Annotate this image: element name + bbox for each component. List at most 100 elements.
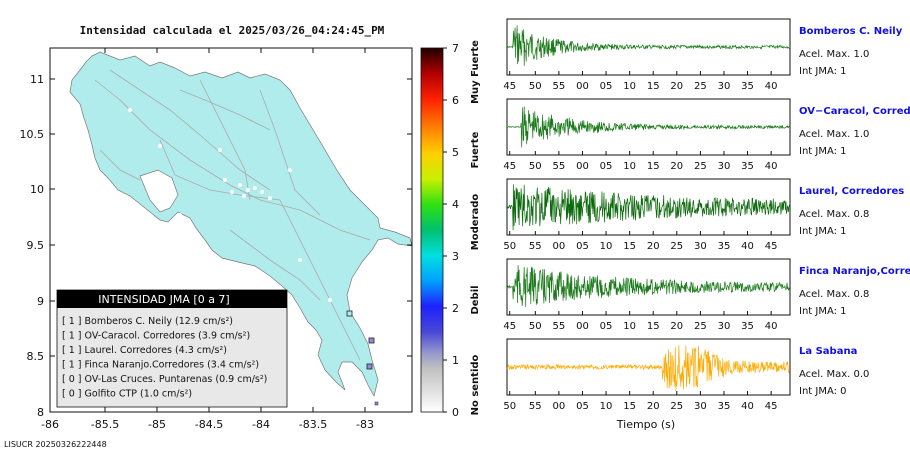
time-tick-label: 55 (553, 161, 566, 172)
colorbar-tick-label: 4 (452, 198, 459, 211)
time-tick-label: 55 (553, 321, 566, 332)
time-tick-label: 45 (765, 241, 778, 252)
time-tick-label: 00 (576, 161, 589, 172)
legend-title: INTENSIDAD JMA [0 a 7] (98, 293, 229, 306)
station-name: La Sabana (799, 346, 857, 357)
legend-item: [ 1 ] OV-Caracol. Corredores (3.9 cm/s²) (62, 331, 250, 342)
time-tick-label: 45 (503, 81, 516, 92)
acel-max-label: Acel. Max. 0.8 (799, 289, 869, 300)
lon-tick-label: -85 (148, 418, 166, 431)
time-tick-label: 00 (553, 241, 566, 252)
colorbar-label: Debil (470, 285, 481, 314)
time-tick-label: 30 (718, 81, 731, 92)
time-tick-label: 35 (741, 81, 754, 92)
time-tick-label: 40 (741, 401, 754, 412)
colorbar-label: Fuerte (470, 131, 481, 168)
time-tick-label: 05 (576, 241, 589, 252)
time-tick-label: 10 (623, 81, 636, 92)
int-jma-label: Int JMA: 1 (799, 146, 847, 157)
time-tick-label: 25 (694, 161, 707, 172)
time-tick-label: 15 (623, 401, 636, 412)
footer-id: LISUCR 20250326222448 (4, 440, 107, 449)
time-tick-label: 50 (503, 241, 516, 252)
waveform-trace (506, 345, 790, 392)
station-marker (346, 310, 353, 317)
intensity-map: -86 -85.5 -85 -84.5 -84 -83.5 -83 11 10.5 10 9.5 9… (20, 47, 413, 431)
legend-item: [ 0 ] Golfito CTP (1.0 cm/s²) (62, 389, 192, 400)
lat-tick-label: 9 (37, 295, 44, 308)
int-jma-label: Int JMA: 1 (799, 306, 847, 317)
lon-tick-label: -86 (41, 418, 59, 431)
time-tick-label: 50 (529, 81, 542, 92)
legend-box (56, 289, 288, 408)
time-tick-label: 35 (718, 401, 731, 412)
time-tick-label: 10 (600, 401, 613, 412)
time-tick-label: 00 (553, 401, 566, 412)
lon-tick-label: -85.5 (91, 418, 119, 431)
waveform-panel: 50 55 00 05 10 15 20 25 30 35 40 45 La Sabana Acel. M… (503, 338, 869, 412)
acel-max-label: Acel. Max. 1.0 (799, 49, 869, 60)
waveform-trace (506, 184, 790, 231)
lat-tick-label: 9.5 (27, 239, 45, 252)
legend-item: [ 1 ] Laurel. Corredores (4.3 cm/s²) (62, 345, 227, 356)
time-tick-label: 05 (600, 161, 613, 172)
lon-axis: -86 -85.5 -85 -84.5 -84 -83.5 -83 (41, 48, 374, 431)
waveform-trace (507, 25, 790, 66)
lon-tick-label: -84.5 (195, 418, 223, 431)
waveform-trace (506, 265, 790, 307)
lat-tick-label: 11 (30, 73, 44, 86)
time-tick-label: 40 (765, 321, 778, 332)
time-tick-label: 10 (600, 241, 613, 252)
time-tick-label: 15 (647, 161, 660, 172)
time-tick-label: 15 (647, 321, 660, 332)
time-tick-label: 40 (765, 161, 778, 172)
colorbar-tick-label: 0 (452, 406, 459, 419)
settlements (128, 108, 332, 302)
waveform-trace (506, 106, 790, 148)
time-tick-label: 45 (765, 401, 778, 412)
colorbar-gradient (420, 47, 444, 413)
colorbar-label: Moderado (470, 194, 481, 251)
lat-tick-label: 10 (30, 183, 44, 196)
colorbar-labels: No sentido Debil Moderado Fuerte Muy Fuerte (470, 40, 481, 416)
time-tick-label: 10 (623, 321, 636, 332)
time-tick-label: 30 (694, 401, 707, 412)
waveform-panel: 45 50 55 00 05 10 15 20 25 30 35 40 Bomberos C. Neil… (503, 18, 903, 92)
time-tick-label: 20 (670, 81, 683, 92)
int-jma-label: Int JMA: 1 (799, 226, 847, 237)
legend-item: [ 1 ] Finca Naranjo.Corredores (3.4 cm/s… (62, 360, 259, 371)
time-tick-label: 55 (529, 401, 542, 412)
station-name: OV−Caracol, Corredores (799, 106, 910, 117)
time-tick-label: 10 (623, 161, 636, 172)
lat-tick-label: 8 (37, 406, 44, 419)
time-tick-label: 40 (741, 241, 754, 252)
time-tick-label: 45 (503, 321, 516, 332)
colorbar-tick-label: 6 (452, 94, 459, 107)
colorbar-tick-label: 2 (452, 302, 459, 315)
legend-item: [ 1 ] Bomberos C. Neily (12.9 cm/s²) (62, 316, 233, 327)
colorbar-tick-label: 1 (452, 354, 459, 367)
station-name: Laurel, Corredores (799, 186, 904, 197)
lon-tick-label: -83.5 (299, 418, 327, 431)
map-frame (49, 47, 413, 413)
colorbar-tick-label: 7 (452, 42, 459, 55)
waveform-panel: 50 55 00 05 10 15 20 25 30 35 40 45 Laurel, Corredor… (503, 178, 904, 252)
time-tick-label: 20 (647, 401, 660, 412)
station-marker (368, 337, 375, 344)
time-tick-label: 15 (647, 81, 660, 92)
legend-item: [ 0 ] OV-Las Cruces. Puntarenas (0.9 cm/… (62, 374, 267, 385)
lon-tick-label: -83 (356, 418, 374, 431)
time-tick-label: 05 (600, 81, 613, 92)
lat-axis: 11 10.5 10 9.5 9 8.5 8 (20, 73, 412, 419)
legend-items: [ 1 ] Bomberos C. Neily (12.9 cm/s²) [ 1 … (62, 316, 267, 400)
roads (94, 69, 371, 361)
time-tick-label: 00 (576, 81, 589, 92)
time-tick-label: 55 (529, 241, 542, 252)
time-tick-label: 20 (647, 241, 660, 252)
time-tick-label: 25 (694, 81, 707, 92)
colorbar-label: No sentido (470, 354, 481, 415)
lon-tick-label: -84 (252, 418, 270, 431)
chart-title: Intensidad calculada el 2025/03/26_04:24… (80, 24, 385, 37)
colorbar-ticks: 0 1 2 3 4 5 6 7 (443, 42, 459, 419)
